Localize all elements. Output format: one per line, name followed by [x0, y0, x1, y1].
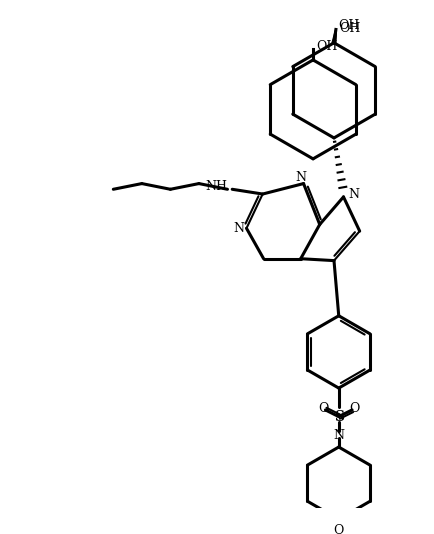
- Text: S: S: [334, 410, 344, 423]
- Text: NH: NH: [205, 180, 227, 193]
- Text: N: N: [348, 189, 359, 201]
- Text: OH: OH: [340, 22, 361, 35]
- Text: O: O: [349, 403, 359, 415]
- Text: N: N: [233, 222, 244, 235]
- Text: O: O: [319, 403, 329, 415]
- Text: N: N: [295, 171, 306, 184]
- Text: OH: OH: [339, 19, 360, 32]
- Text: OH: OH: [316, 40, 337, 53]
- Polygon shape: [332, 30, 336, 43]
- Text: N: N: [333, 429, 344, 442]
- Text: O: O: [334, 524, 344, 534]
